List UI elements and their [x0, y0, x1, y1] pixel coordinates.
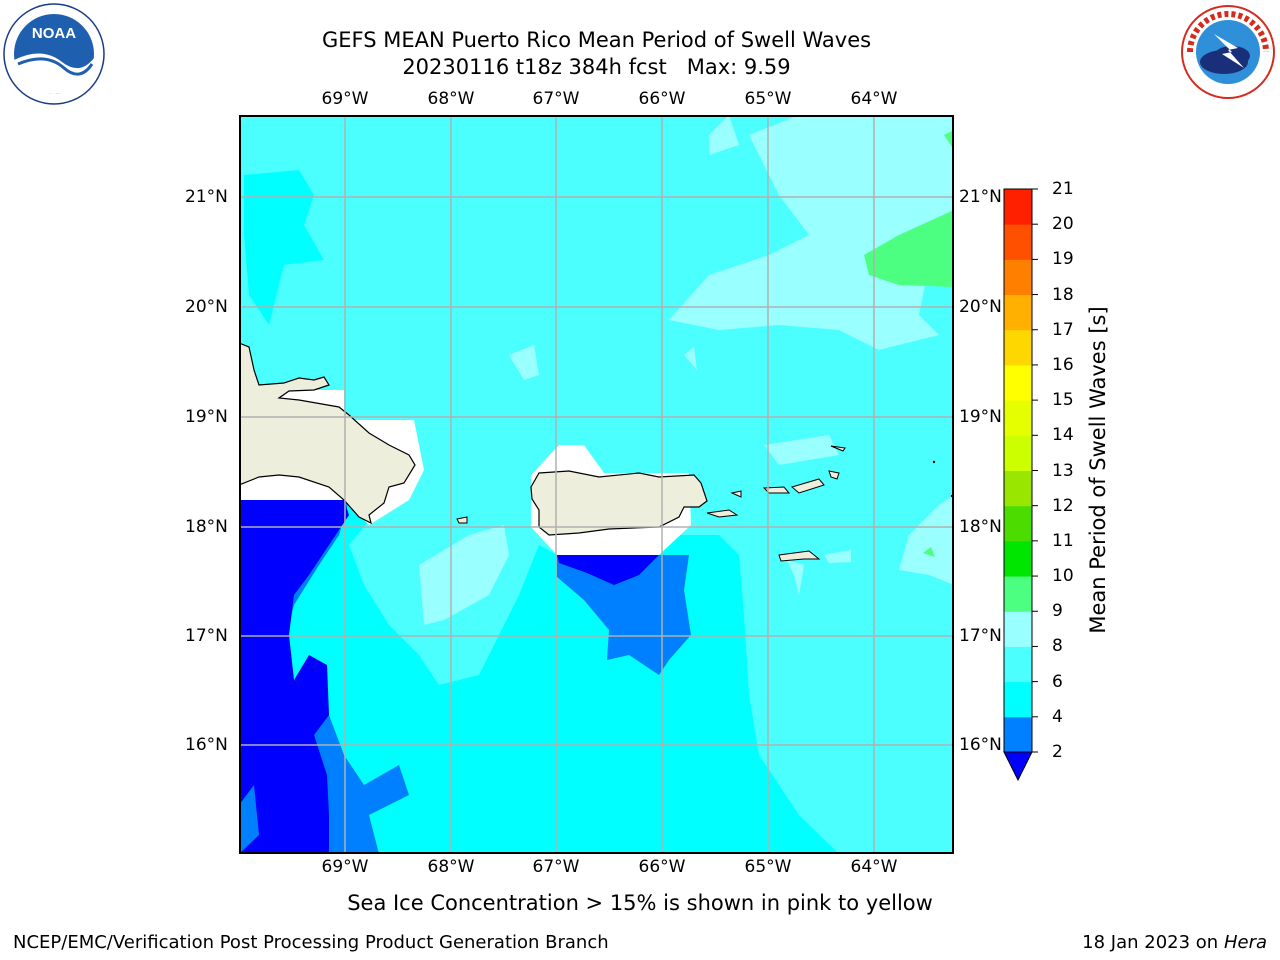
colorbar-tick-label: 13: [1052, 460, 1074, 481]
lat-label-right: 19°N: [959, 407, 1002, 427]
lon-label-bottom: 69°W: [321, 857, 369, 877]
lat-label-right: 20°N: [959, 297, 1002, 317]
island-st-croix: [778, 550, 821, 562]
island-culebra: [730, 490, 742, 498]
colorbar-segment: [1004, 505, 1032, 542]
map-frame: [239, 115, 954, 854]
swell-period-map: [239, 115, 954, 854]
lon-label-top: 65°W: [744, 89, 792, 109]
colorbar-tick-label: 8: [1052, 636, 1063, 657]
colorbar-segment: [1004, 224, 1032, 260]
contour-below-2s: [239, 500, 349, 854]
colorbar-tick-label: 19: [1052, 249, 1074, 270]
colorbar-segment: [1004, 540, 1032, 577]
colorbar-segment: [1004, 364, 1032, 401]
colorbar-tick-label: 15: [1052, 390, 1074, 411]
sea-ice-note: Sea Ice Concentration > 15% is shown in …: [347, 891, 933, 915]
island-anegada: [830, 445, 846, 452]
colorbar-segment: [1004, 189, 1032, 225]
colorbar-tick-label: 11: [1052, 530, 1074, 551]
lat-label-right: 17°N: [959, 626, 1002, 646]
colorbar-segment: [1004, 400, 1032, 436]
colorbar-segment: [1004, 681, 1032, 718]
colorbar-label: Mean Period of Swell Waves [s]: [1086, 306, 1110, 634]
island-mona: [456, 516, 468, 524]
lat-label-right: 18°N: [959, 517, 1002, 537]
lon-label-top: 68°W: [427, 89, 475, 109]
lon-label-bottom: 66°W: [638, 857, 686, 877]
svg-text:NOAA: NOAA: [32, 25, 76, 42]
contour-4-6s-north: [244, 170, 324, 325]
credit-text: NCEP/EMC/Verification Post Processing Pr…: [13, 932, 609, 953]
colorbar-tick-label: 2: [1052, 742, 1063, 762]
contour-4-6s: [239, 495, 839, 854]
colorbar-tick-label: 18: [1052, 284, 1074, 305]
colorbar-segment: [1004, 259, 1032, 296]
colorbar-segment: [1004, 611, 1032, 647]
nws-logo: [1180, 4, 1276, 100]
island-tortola: [790, 478, 825, 494]
lon-label-bottom: 67°W: [532, 857, 580, 877]
colorbar-segment: [1004, 576, 1032, 612]
date-text: 18 Jan 2023 on Hera: [1082, 932, 1267, 953]
colorbar-tick-label: 21: [1052, 179, 1074, 199]
colorbar-segment: [1004, 329, 1032, 366]
lon-label-bottom: 68°W: [427, 857, 475, 877]
lat-label-left: 21°N: [185, 187, 228, 207]
graticule: [239, 115, 954, 854]
lat-label-left: 16°N: [185, 735, 228, 755]
map-title: GEFS MEAN Puerto Rico Mean Period of Swe…: [321, 28, 872, 52]
lon-label-bottom: 65°W: [744, 857, 792, 877]
date-value: 18 Jan 2023 on: [1082, 932, 1219, 953]
lon-label-top: 69°W: [321, 89, 369, 109]
colorbar-tick-label: 14: [1052, 425, 1074, 446]
colorbar-tick-label: 17: [1052, 319, 1074, 340]
colorbar-tick-label: 20: [1052, 214, 1074, 235]
colorbar-tick-label: 16: [1052, 354, 1074, 375]
colorbar-tick-label: 6: [1052, 671, 1063, 692]
colorbar-tick-label: 12: [1052, 495, 1074, 516]
island-vieques: [706, 509, 739, 518]
lat-label-left: 18°N: [185, 517, 228, 537]
lon-label-top: 66°W: [638, 89, 686, 109]
colorbar-segment: [1004, 646, 1032, 683]
lat-label-left: 17°N: [185, 626, 228, 646]
lat-label-right: 21°N: [959, 187, 1002, 207]
island-virgin-gorda: [828, 470, 840, 480]
colorbar-segment: [1004, 435, 1032, 471]
colorbar: [1003, 188, 1038, 782]
lat-label-left: 20°N: [185, 297, 228, 317]
colorbar-under-triangle: [1003, 751, 1033, 782]
lon-label-top: 67°W: [532, 89, 580, 109]
colorbar-segment: [1004, 294, 1032, 331]
colorbar-tick-label: 4: [1052, 706, 1063, 727]
colorbar-tick-label: 9: [1052, 601, 1063, 622]
land-puerto-rico: [530, 470, 708, 536]
lon-label-bottom: 64°W: [850, 857, 898, 877]
host-name: Hera: [1223, 932, 1267, 953]
colorbar-segment: [1004, 716, 1032, 753]
land-hispaniola: [239, 342, 416, 525]
lat-label-left: 19°N: [185, 407, 228, 427]
contour-8-9s: [669, 115, 954, 350]
colorbar-segment: [1004, 470, 1032, 507]
contour-9-10s: [864, 210, 954, 287]
contour-2-4s-pr: [557, 555, 691, 675]
lat-label-right: 16°N: [959, 735, 1002, 755]
lon-label-top: 64°W: [850, 89, 898, 109]
map-subtitle: 20230116 t18z 384h fcst Max: 9.59: [402, 55, 791, 79]
colorbar-tick-label: 10: [1052, 566, 1074, 587]
noaa-logo: NOAA: [3, 3, 105, 105]
